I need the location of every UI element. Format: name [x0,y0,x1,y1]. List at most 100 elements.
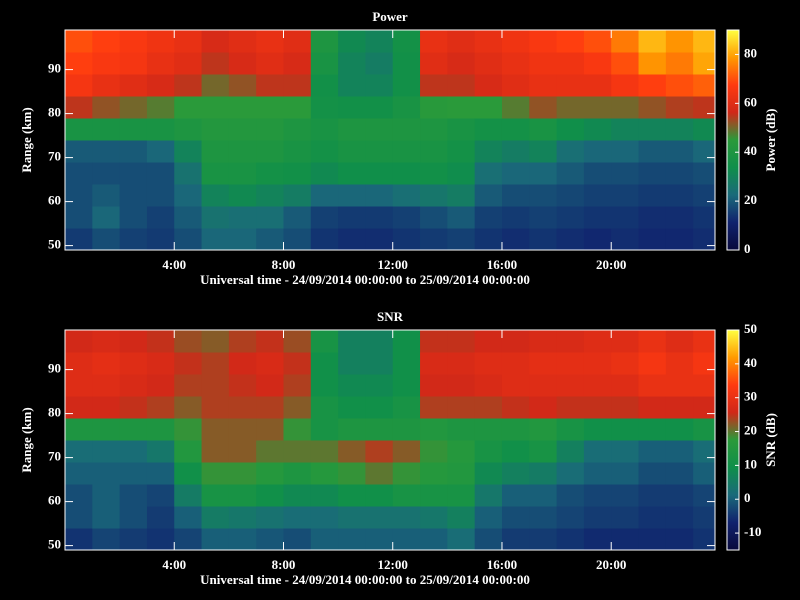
heatmap-cell [529,140,558,163]
heatmap-cell [283,352,312,375]
y-tick-label: 60 [48,493,61,508]
heatmap-cell [474,418,503,441]
heatmap-cell [474,162,503,185]
heatmap-cell [119,484,148,507]
heatmap-cell [283,506,312,529]
y-tick-label: 90 [48,361,61,376]
heatmap-cell [338,352,366,375]
heatmap-cell [447,52,476,75]
heatmap-cell [310,206,339,229]
heatmap-cell [638,374,667,397]
heatmap-cell [556,462,585,485]
heatmap-cell [256,228,284,251]
heatmap-cell [201,440,230,463]
heatmap-cell [665,440,694,463]
heatmap-cell [310,228,339,251]
heatmap-cell [92,96,121,119]
heatmap-cell [501,528,530,551]
y-tick-label: 50 [48,237,61,252]
heatmap-cell [420,162,448,185]
heatmap-cell [583,184,612,207]
heatmap-cell [146,74,175,97]
heatmap-cell [365,162,394,185]
heatmap-cell [583,52,612,75]
heatmap-cell [310,96,339,119]
heatmap-cell [501,396,530,419]
heatmap-cell [556,418,585,441]
heatmap-cell [529,118,558,141]
heatmap-cell [201,506,230,529]
heatmap-cell [529,418,558,441]
heatmap-cell [174,30,203,53]
heatmap-cell [119,396,148,419]
heatmap-cell [174,330,203,353]
heatmap-cell [556,206,585,229]
heatmap-cell [392,396,421,419]
heatmap-cell [501,440,530,463]
heatmap-cell [529,396,558,419]
heatmap-cell [365,352,394,375]
plot-frame [64,329,716,551]
heatmap-cell [556,228,585,251]
heatmap-cell [146,506,175,529]
heatmap-cell [146,352,175,375]
heatmap-cell [501,184,530,207]
heatmap-cell [447,30,476,53]
heatmap-cell [92,140,121,163]
heatmap-cell [119,506,148,529]
heatmap-cell [665,96,694,119]
heatmap-cell [583,396,612,419]
heatmap-cell [119,52,148,75]
heatmap-cell [556,184,585,207]
heatmap-cell [638,440,667,463]
heatmap-cell [338,418,366,441]
heatmap-cell [420,184,448,207]
heatmap-cell [392,140,421,163]
heatmap-cell [693,528,716,551]
x-tick-label: 12:00 [378,257,408,272]
colorbar-tick-label: 40 [744,143,757,158]
heatmap-cell [228,396,257,419]
heatmap-cell [665,418,694,441]
heatmap-cell [201,162,230,185]
heatmap-cell [338,440,366,463]
heatmap-cell [338,118,366,141]
heatmap-cell [201,228,230,251]
heatmap-cell [65,374,93,397]
heatmap-cell [611,228,640,251]
heatmap-cell [665,74,694,97]
heatmap-cell [310,506,339,529]
heatmap-cell [420,96,448,119]
heatmap-cell [92,118,121,141]
heatmap-cell [665,118,694,141]
heatmap-cell [447,96,476,119]
heatmap-cell [611,184,640,207]
heatmap-cell [474,118,503,141]
heatmap-cell [638,30,667,53]
heatmap-cell [338,462,366,485]
heatmap-cell [529,528,558,551]
heatmap-cell [92,330,121,353]
heatmap-cell [119,74,148,97]
heatmap-cell [556,118,585,141]
x-tick-label: 4:00 [162,557,186,572]
heatmap-cell [447,528,476,551]
heatmap-cell [338,528,366,551]
heatmap-cell [283,396,312,419]
colorbar-tick-label: 0 [744,490,751,505]
heatmap-cell [146,184,175,207]
heatmap-cell [228,184,257,207]
heatmap-cell [611,396,640,419]
heatmap-cell [119,330,148,353]
heatmap-cell [92,352,121,375]
heatmap-cell [392,330,421,353]
heatmap-cell [447,484,476,507]
heatmap-cell [474,396,503,419]
heatmap-cell [65,206,93,229]
heatmap-cell [556,162,585,185]
heatmap-cell [228,528,257,551]
heatmap-cell [420,352,448,375]
heatmap-cell [529,374,558,397]
heatmap-cell [283,30,312,53]
heatmap-cell [174,118,203,141]
